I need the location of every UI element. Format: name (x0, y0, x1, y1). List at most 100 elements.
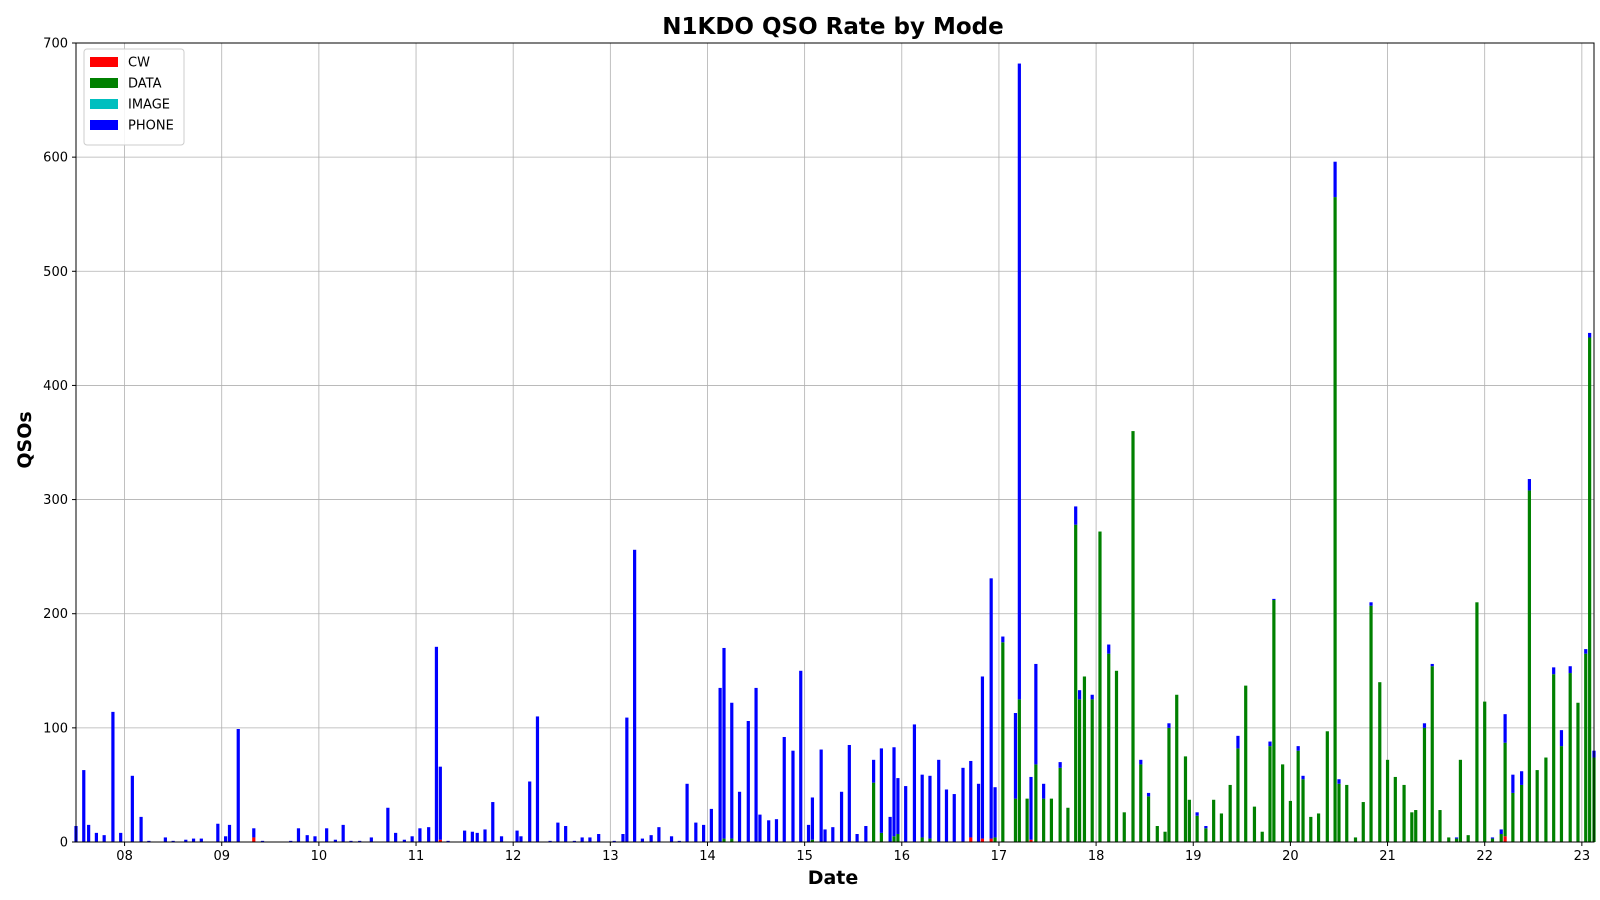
bar-data (1337, 783, 1341, 842)
bar-phone (515, 830, 519, 842)
bar-phone (358, 840, 362, 842)
bar-phone (1499, 829, 1503, 835)
bar-phone (139, 816, 143, 842)
bar-phone (767, 820, 771, 842)
bar-phone (737, 791, 742, 842)
bar-data (1361, 802, 1365, 842)
bar-phone (989, 578, 993, 839)
bar-phone (227, 824, 232, 842)
bar-phone (1503, 714, 1507, 743)
bar-phone (418, 828, 422, 842)
bar-phone (1034, 663, 1038, 765)
bar-phone (1430, 663, 1434, 667)
bar-data (1098, 531, 1102, 842)
bar-phone (1559, 730, 1564, 747)
bar-phone (980, 676, 985, 839)
bar-phone (1077, 690, 1082, 700)
bar-phone (1490, 837, 1495, 839)
bar-data (1490, 838, 1495, 842)
y-axis-label: QSOs (14, 411, 36, 468)
y-tick-label: 500 (43, 265, 68, 280)
bar-phone (1090, 694, 1094, 700)
bar-phone (333, 839, 337, 842)
bar-phone (1195, 812, 1199, 816)
bar-data (1288, 800, 1292, 842)
plot-frame (75, 42, 1595, 843)
bar-data (1183, 756, 1188, 842)
bar-data (1017, 699, 1021, 842)
x-tick-label: 22 (1476, 849, 1493, 864)
bar-data (872, 782, 876, 842)
bar-phone (1552, 667, 1556, 675)
bar-phone (130, 775, 134, 842)
bar-phone (528, 781, 532, 842)
bar-phone (839, 791, 844, 842)
bar-data (1402, 784, 1406, 842)
bar-phone (199, 838, 203, 842)
bar-phone (879, 748, 883, 833)
bar-phone (410, 836, 414, 842)
bar-data (1454, 838, 1459, 842)
bar-phone (819, 749, 823, 842)
bar-phone (535, 716, 540, 842)
bar-cw (1503, 836, 1507, 842)
x-tick-label: 09 (213, 849, 230, 864)
legend-swatch-cw (90, 57, 118, 67)
bar-phone (572, 840, 576, 842)
legend-label-image: IMAGE (128, 98, 170, 113)
bar-phone (597, 834, 601, 842)
x-tick-label: 17 (991, 849, 1008, 864)
bar-phone (904, 786, 908, 842)
bar-data (1281, 764, 1285, 842)
bar-phone (993, 787, 997, 838)
bar-data (892, 836, 896, 842)
bar-data (1122, 812, 1126, 842)
bar-phone (94, 832, 98, 842)
bar-phone (718, 687, 722, 842)
bar-phone (475, 832, 479, 842)
bar-phone (872, 759, 876, 783)
bar-phone (349, 840, 353, 842)
legend: CW DATA IMAGE PHONE (83, 48, 185, 146)
y-tick-label: 0 (60, 836, 68, 851)
bar-phone (782, 736, 786, 842)
bar-data (1503, 742, 1507, 837)
legend-label-cw: CW (128, 56, 150, 71)
bar-data (1268, 746, 1272, 842)
x-tick-label: 14 (699, 849, 716, 864)
bar-phone (1337, 779, 1341, 784)
chart-title: N1KDO QSO Rate by Mode (662, 14, 1003, 40)
bar-data (1114, 670, 1119, 842)
bar-phone (1333, 161, 1337, 198)
bar-phone (1146, 792, 1151, 797)
bar-data (1187, 799, 1191, 842)
y-tick-label: 700 (43, 37, 68, 52)
bar-data (722, 838, 726, 842)
bar-phone (625, 717, 629, 842)
bar-phone (1520, 771, 1524, 785)
bar-data (1385, 759, 1390, 842)
bar-phone (1296, 746, 1300, 751)
bar-data (1077, 699, 1082, 842)
bar-data (1204, 828, 1208, 842)
bar-phone (1204, 826, 1208, 829)
y-tick-label: 200 (43, 607, 68, 622)
bar-data (1212, 799, 1216, 842)
bar-data (993, 837, 997, 842)
bar-data (1345, 784, 1349, 842)
bar-phone (806, 824, 811, 842)
bar-phone (1074, 506, 1078, 525)
bar-phone (1107, 644, 1111, 654)
bar-data (1410, 812, 1414, 842)
bar-phone (119, 832, 123, 842)
legend-swatch-phone (90, 120, 118, 130)
bar-data (1584, 653, 1588, 842)
bar-phone (305, 835, 309, 842)
x-tick-label: 19 (1185, 849, 1202, 864)
bar-phone (952, 794, 956, 842)
bar-phone (823, 829, 827, 842)
bar-phone (1017, 63, 1021, 700)
bar-data (810, 839, 815, 842)
bar-data (896, 834, 900, 842)
legend-label-data: DATA (128, 77, 162, 92)
